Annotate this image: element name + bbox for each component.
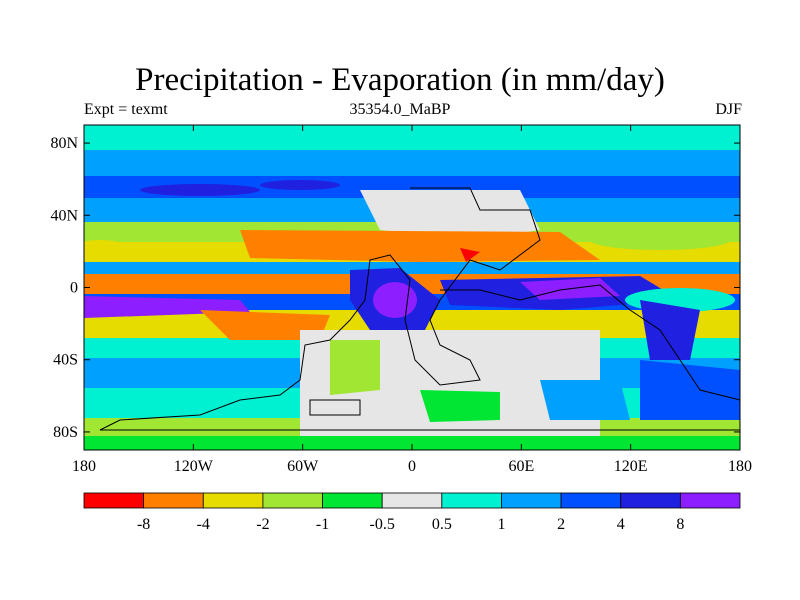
colorbar-label: -0.5 (370, 516, 395, 533)
precip-evap-field (84, 125, 740, 450)
south-west-pacific-blue (640, 360, 740, 420)
colorbar-swatch (262, 492, 323, 509)
colorbar-label: 0.5 (432, 516, 452, 533)
coastlines (99, 187, 740, 431)
colorbar-label: -2 (256, 516, 269, 533)
colorbar-swatch (202, 492, 264, 509)
lon-tick-label: 60W (287, 458, 319, 475)
lon-tick-label: 180 (72, 458, 96, 475)
colorbar-swatch (501, 492, 562, 509)
colorbar: -8 -4 -2 -1 -0.5 0.5 1 2 4 8 (83, 492, 741, 533)
colorbar-swatch (620, 492, 681, 509)
coastline-island (309, 399, 361, 416)
colorbar-label: 1 (497, 516, 505, 533)
colorbar-label: -4 (197, 516, 210, 533)
colorbar-label: -8 (137, 516, 150, 533)
coastline-east (440, 284, 740, 401)
lat-tick-label: 80N (50, 135, 78, 152)
coastline-main (99, 187, 740, 431)
axis-ticks: 180 120W 60W 0 60E 120E 180 80N 40N 0 40S 80S (50, 125, 752, 475)
amazon-max (373, 282, 417, 318)
south-indian-blue (540, 380, 630, 420)
south-pacific-dry (200, 310, 330, 340)
storm-track-atlantic (260, 180, 340, 190)
colorbar-swatch (441, 492, 502, 509)
antarctic-green (84, 436, 740, 450)
colorbar-swatch (83, 492, 145, 509)
colorbar-label: 8 (676, 516, 684, 533)
south-land-green-a (330, 340, 380, 395)
timestamp-label: 35354.0_MaBP (349, 101, 451, 118)
experiment-label: Expt = texmt (84, 101, 168, 118)
lon-tick-label: 180 (728, 458, 752, 475)
season-label: DJF (715, 101, 742, 118)
lat-tick-label: 80S (53, 424, 78, 441)
west-pacific-yellow (84, 240, 130, 260)
desert-max (460, 248, 480, 262)
band-itcz-north (84, 262, 740, 274)
lat-tick-label: 0 (70, 280, 78, 297)
colorbar-swatch (560, 492, 622, 509)
australia-east-wet (640, 300, 700, 360)
lon-tick-label: 0 (408, 458, 416, 475)
subtropical-dry-belt (240, 230, 600, 262)
lon-tick-label: 60E (508, 458, 534, 475)
colorbar-swatch (679, 492, 741, 509)
asia-dry-high (360, 190, 540, 240)
lat-tick-label: 40S (53, 352, 78, 369)
colorbar-label: 2 (557, 516, 565, 533)
chart-title: Precipitation - Evaporation (in mm/day) (135, 62, 665, 98)
storm-track-pacific (140, 184, 260, 196)
south-land-green-b (420, 390, 500, 422)
band-north-midlat (84, 150, 740, 176)
lon-tick-label: 120E (614, 458, 648, 475)
colorbar-swatch (143, 492, 204, 509)
lon-tick-label: 120W (174, 458, 214, 475)
colorbar-swatch (322, 492, 383, 509)
colorbar-label: 4 (617, 516, 625, 533)
colorbar-label: -1 (316, 516, 329, 533)
lat-tick-label: 40N (50, 207, 78, 224)
pacific-subtrop-green (590, 230, 730, 250)
colorbar-swatch (381, 492, 443, 509)
